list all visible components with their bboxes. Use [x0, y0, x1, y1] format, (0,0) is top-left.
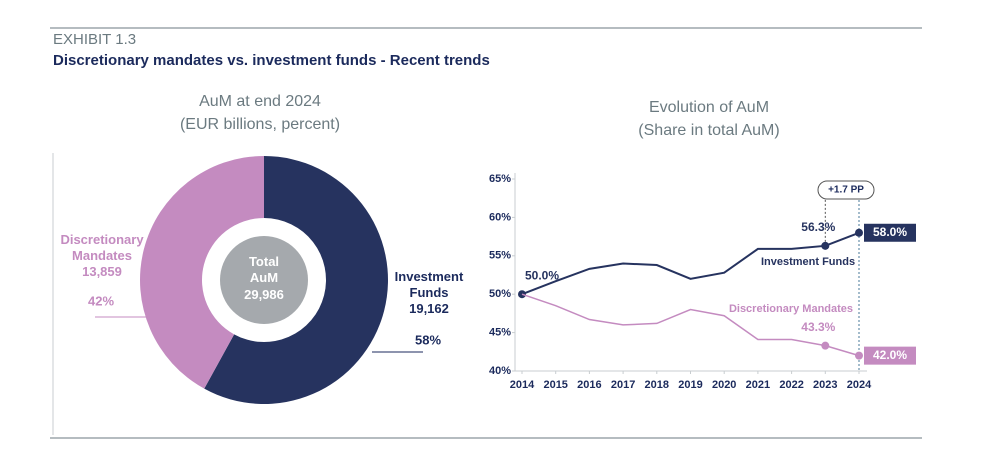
x-tick-label: 2014 — [510, 379, 535, 391]
value-label: 42.0% — [873, 348, 907, 362]
value-label: 58.0% — [873, 225, 907, 239]
page-title: Discretionary mandates vs. investment fu… — [53, 52, 490, 69]
y-tick-label: 55% — [489, 250, 511, 262]
value-label: 50.0% — [525, 268, 559, 282]
series-label: Investment Funds — [761, 256, 855, 268]
exhibit: EXHIBIT 1.3 — [53, 31, 136, 48]
x-tick-label: 2022 — [779, 379, 803, 391]
x-tick-label: 2016 — [577, 379, 601, 391]
x-tick-label: 2018 — [645, 379, 669, 391]
x-tick-label: 2021 — [746, 379, 770, 391]
value-label-box — [864, 346, 916, 365]
x-tick-label: 2019 — [678, 379, 702, 391]
percent-label: 42% — [88, 293, 114, 308]
category-label: Investment Funds — [394, 269, 464, 300]
x-tick-label: 2023 — [813, 379, 837, 391]
x-tick-label: 2017 — [611, 379, 635, 391]
chart-title: AuM at end 2024 — [199, 93, 321, 110]
amount-label: 19,162 — [409, 301, 449, 316]
donut-slice — [140, 156, 264, 389]
x-tick-label: 2020 — [712, 379, 736, 391]
chart-subtitle: (EUR billions, percent) — [180, 116, 340, 133]
y-tick-label: 50% — [489, 288, 511, 300]
chart-title: Evolution of AuM — [649, 99, 769, 116]
annotation-box — [817, 180, 875, 200]
chart-subtitle: (Share in total AuM) — [638, 122, 779, 139]
marker — [855, 228, 863, 237]
marker — [821, 341, 830, 350]
amount-label: 13,859 — [82, 264, 122, 279]
donut-slice — [204, 156, 389, 404]
value-label-box — [864, 223, 916, 242]
value-label: 56.3% — [801, 220, 835, 234]
category-label: Discretionary Mandates — [60, 232, 144, 263]
y-tick-label: 40% — [489, 365, 511, 377]
center-label: Total AuM — [248, 254, 280, 285]
series-line — [521, 293, 860, 357]
x-tick-label: 2015 — [543, 379, 567, 391]
annotation: +1.7 PP — [828, 185, 864, 196]
y-tick-label: 60% — [489, 211, 511, 223]
marker — [821, 241, 830, 250]
series-line — [521, 231, 860, 296]
marker — [855, 351, 863, 360]
percent-label: 58% — [415, 332, 441, 347]
x-tick-label: 2024 — [847, 379, 872, 391]
y-tick-label: 45% — [489, 327, 511, 339]
series-label: Discretionary Mandates — [729, 303, 853, 315]
center-disc — [220, 236, 308, 324]
center-total: 29,986 — [244, 287, 284, 302]
y-tick-label: 65% — [489, 173, 511, 185]
value-label: 43.3% — [801, 320, 835, 334]
